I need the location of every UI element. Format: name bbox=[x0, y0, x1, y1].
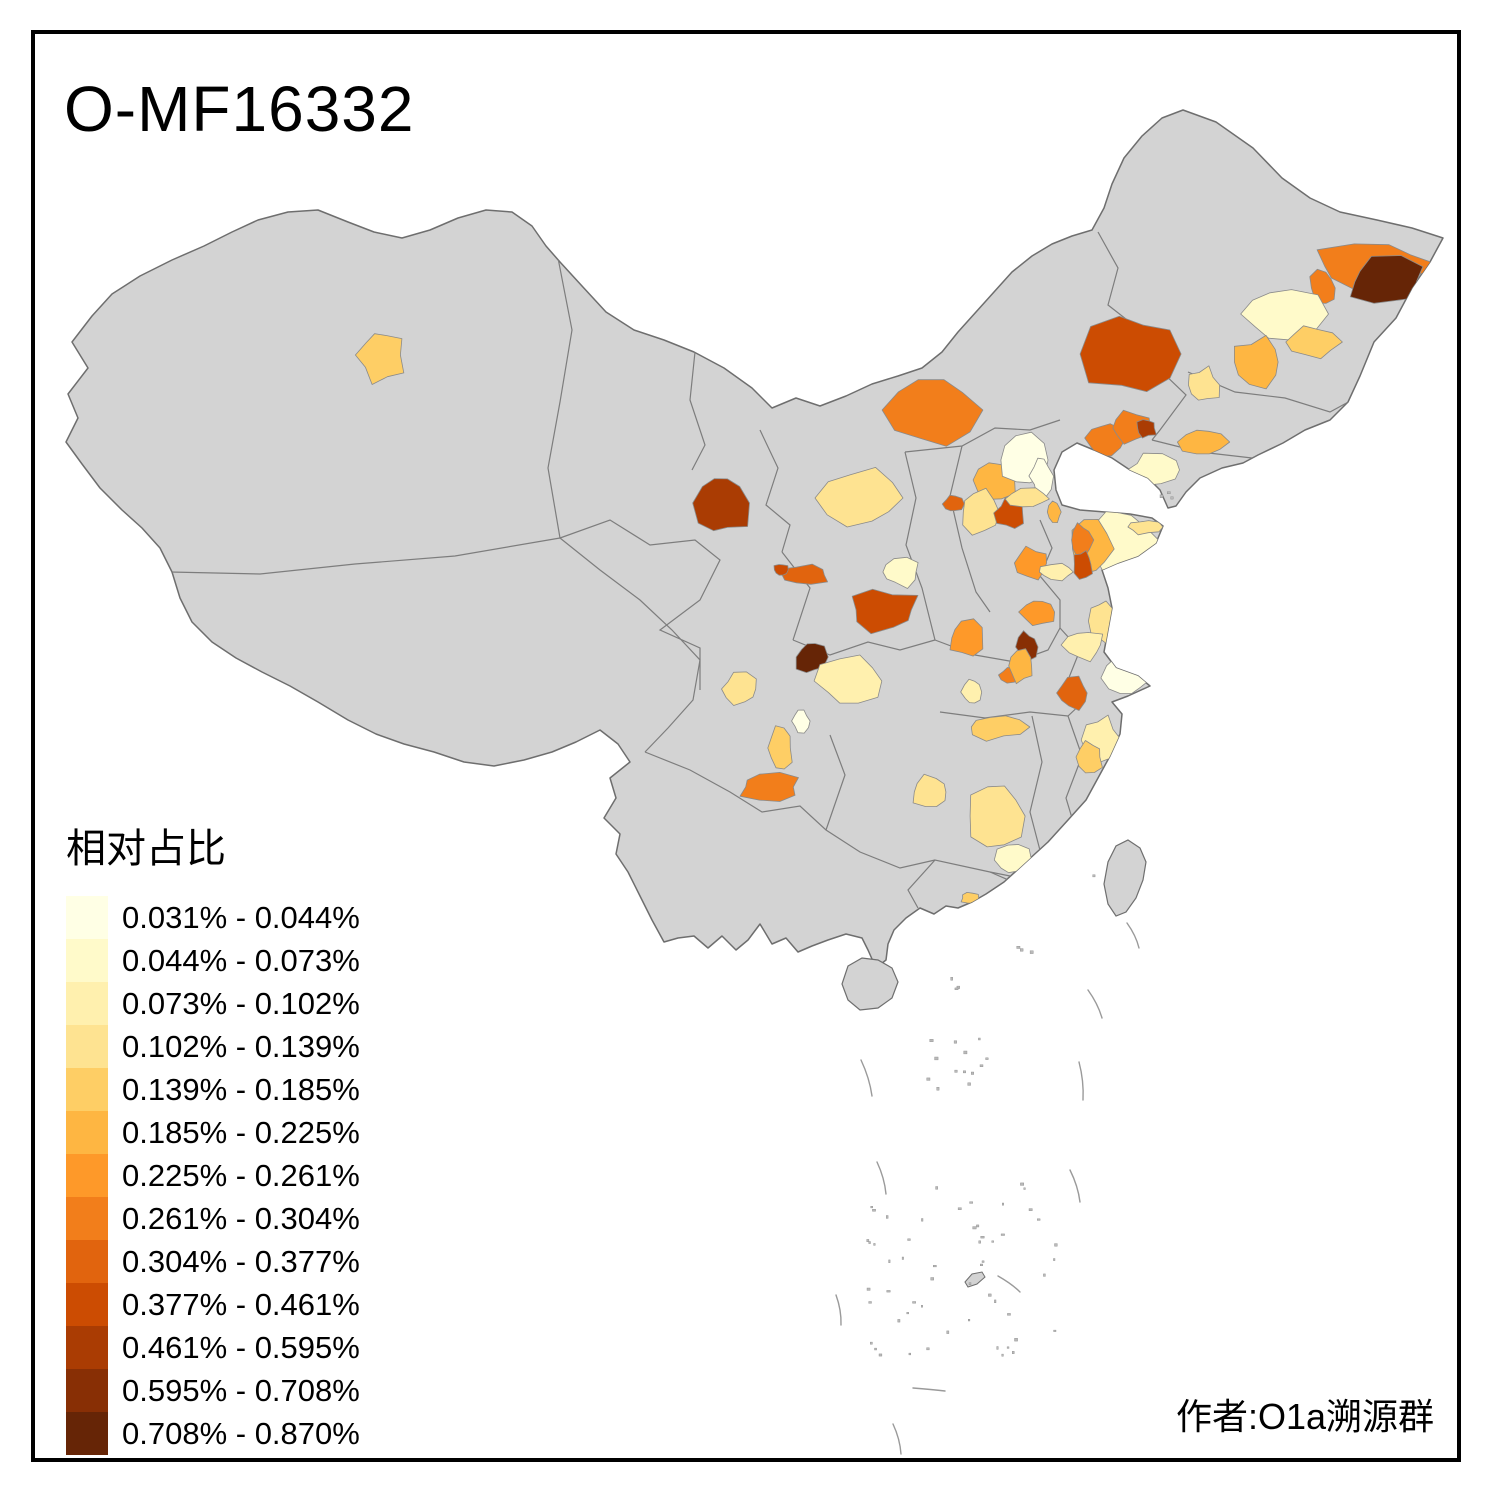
attribution: 作者:O1a溯源群 bbox=[1175, 1396, 1434, 1437]
legend-label: 0.139% - 0.185% bbox=[122, 1071, 360, 1107]
legend-row: 0.461% - 0.595% bbox=[66, 1326, 360, 1369]
legend-swatch bbox=[66, 1025, 108, 1068]
prefecture-region bbox=[1079, 315, 1182, 392]
legend-label: 0.102% - 0.139% bbox=[122, 1028, 360, 1064]
legend-label: 0.225% - 0.261% bbox=[122, 1157, 360, 1193]
prefecture-region bbox=[969, 785, 1026, 848]
prefecture-region bbox=[1046, 500, 1062, 523]
legend-rows: 0.031% - 0.044% 0.044% - 0.073% 0.073% -… bbox=[66, 896, 360, 1455]
legend-row: 0.073% - 0.102% bbox=[66, 982, 360, 1025]
prefecture-region bbox=[851, 588, 919, 635]
legend-swatch bbox=[66, 1412, 108, 1455]
legend-label: 0.377% - 0.461% bbox=[122, 1286, 360, 1322]
legend-label: 0.044% - 0.073% bbox=[122, 942, 360, 978]
page-title: O-MF16332 bbox=[64, 73, 415, 145]
prefecture-region bbox=[1073, 550, 1093, 580]
prefecture-region bbox=[767, 725, 793, 770]
legend-label: 0.185% - 0.225% bbox=[122, 1114, 360, 1150]
legend-title: 相对占比 bbox=[66, 827, 226, 871]
prefecture-region bbox=[721, 671, 757, 706]
legend-row: 0.304% - 0.377% bbox=[66, 1240, 360, 1283]
legend-swatch bbox=[66, 1197, 108, 1240]
prefecture-region bbox=[1075, 740, 1103, 774]
legend-row: 0.102% - 0.139% bbox=[66, 1025, 360, 1068]
legend-swatch bbox=[66, 982, 108, 1025]
prefecture-region bbox=[962, 487, 1000, 536]
legend-label: 0.708% - 0.870% bbox=[122, 1415, 360, 1451]
legend-row: 0.225% - 0.261% bbox=[66, 1154, 360, 1197]
prefecture-region bbox=[1008, 648, 1033, 685]
prefecture-region bbox=[692, 478, 750, 532]
legend-row: 0.185% - 0.225% bbox=[66, 1111, 360, 1154]
legend-row: 0.708% - 0.870% bbox=[66, 1412, 360, 1455]
prefecture-region bbox=[941, 494, 965, 512]
legend-swatch bbox=[66, 1283, 108, 1326]
legend-label: 0.261% - 0.304% bbox=[122, 1200, 360, 1236]
prefecture-region bbox=[882, 556, 919, 589]
prefecture-region bbox=[1177, 429, 1231, 455]
prefecture-region bbox=[1060, 632, 1104, 663]
prefecture-region bbox=[1127, 520, 1164, 536]
legend-row: 0.139% - 0.185% bbox=[66, 1068, 360, 1111]
prefecture-region bbox=[813, 654, 883, 704]
prefecture-region bbox=[1014, 545, 1047, 581]
prefecture-region bbox=[1056, 675, 1088, 711]
legend-label: 0.031% - 0.044% bbox=[122, 899, 360, 935]
prefecture-region bbox=[1285, 325, 1343, 360]
prefecture-region bbox=[814, 467, 904, 528]
legend-row: 0.261% - 0.304% bbox=[66, 1197, 360, 1240]
prefecture-region bbox=[1234, 335, 1279, 390]
prefecture-region bbox=[1018, 600, 1055, 626]
legend-swatch bbox=[66, 1326, 108, 1369]
prefecture-region bbox=[1136, 419, 1157, 439]
prefecture-region bbox=[960, 678, 983, 704]
legend-row: 0.031% - 0.044% bbox=[66, 896, 360, 939]
prefecture-region bbox=[1039, 562, 1074, 582]
legend-label: 0.304% - 0.377% bbox=[122, 1243, 360, 1279]
map-frame bbox=[31, 30, 1461, 1462]
prefecture-region bbox=[1349, 255, 1424, 304]
legend-label: 0.073% - 0.102% bbox=[122, 985, 360, 1021]
prefecture-region bbox=[791, 709, 811, 734]
legend-swatch bbox=[66, 1111, 108, 1154]
prefecture-region bbox=[739, 772, 799, 802]
legend: 相对占比 0.031% - 0.044% 0.044% - 0.073% 0.0… bbox=[66, 816, 360, 1455]
prefecture-region bbox=[1188, 365, 1220, 401]
prefecture-region bbox=[949, 618, 984, 657]
legend-row: 0.044% - 0.073% bbox=[66, 939, 360, 982]
legend-swatch bbox=[66, 1369, 108, 1412]
prefecture-region bbox=[912, 773, 947, 807]
legend-swatch bbox=[66, 896, 108, 939]
legend-row: 0.377% - 0.461% bbox=[66, 1283, 360, 1326]
prefecture-region bbox=[1004, 487, 1050, 508]
prefecture-region bbox=[881, 379, 984, 447]
legend-swatch bbox=[66, 939, 108, 982]
prefecture-region bbox=[355, 333, 405, 385]
legend-swatch bbox=[66, 1068, 108, 1111]
legend-label: 0.595% - 0.708% bbox=[122, 1372, 360, 1408]
legend-row: 0.595% - 0.708% bbox=[66, 1369, 360, 1412]
legend-swatch bbox=[66, 1154, 108, 1197]
legend-swatch bbox=[66, 1240, 108, 1283]
prefecture-region bbox=[773, 564, 789, 576]
prefecture-region bbox=[1028, 457, 1054, 499]
prefecture-region bbox=[970, 715, 1031, 742]
legend-label: 0.461% - 0.595% bbox=[122, 1329, 360, 1365]
